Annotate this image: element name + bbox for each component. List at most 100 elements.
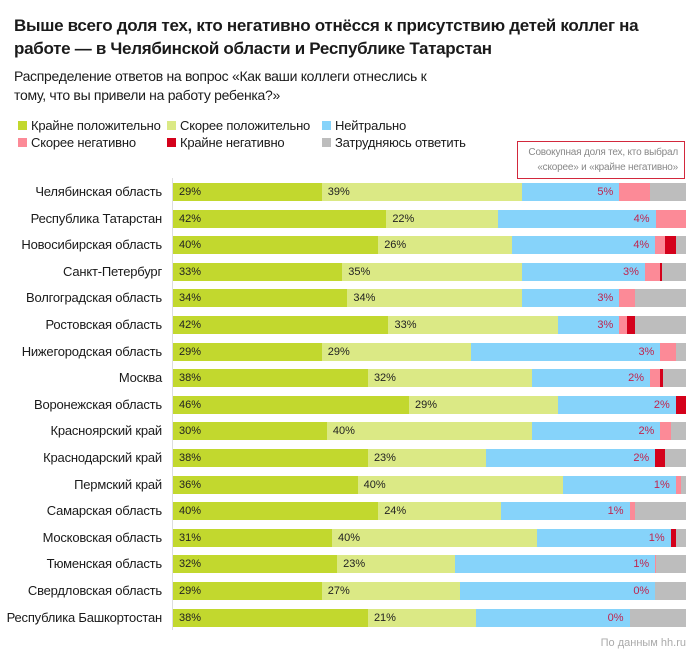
bar-segment-very-positive: [173, 289, 348, 308]
category-label: Воронежская область: [33, 396, 162, 412]
rather-positive-value-label: 22%: [392, 212, 415, 225]
bar-segment-rather-negative: [650, 369, 661, 388]
bar-segment-very-positive: [173, 316, 389, 334]
bar-segment-rather-positive: [332, 528, 538, 547]
bar-segment-hard-to-say: [634, 316, 686, 334]
very-positive-value-label: 29%: [179, 345, 202, 358]
bar-segment-very-negative: [675, 395, 686, 414]
bar-segment-hard-to-say: [675, 528, 686, 547]
bar-segment-neutral: [501, 502, 630, 521]
very-positive-value-label: 46%: [179, 398, 202, 411]
rather-positive-value-label: 39%: [327, 186, 350, 198]
category-label: Свердловская область: [27, 583, 162, 598]
legend-item-hard-to-say: Затрудняюсь ответить: [322, 135, 466, 150]
bar-segment-very-negative: [665, 236, 676, 255]
negative-total-label: 3%: [597, 319, 614, 331]
bar-segment-hard-to-say: [655, 582, 686, 600]
bar-segment-hard-to-say: [680, 475, 686, 494]
rather-positive-value-label: 23%: [373, 452, 396, 464]
bar-segment-rather-negative: [619, 316, 627, 334]
bar-segment-very-positive: [173, 608, 368, 627]
negative-total-label: 0%: [607, 611, 624, 624]
category-label: Челябинская область: [35, 184, 162, 199]
very-positive-value-label: 40%: [179, 239, 202, 252]
rather-positive-value-label: 23%: [343, 558, 366, 571]
bar-segment-rather-positive: [408, 395, 558, 414]
bar-segment-hard-to-say: [675, 236, 686, 255]
rather-positive-value-label: 34%: [353, 292, 376, 305]
bar-segment-neutral: [521, 289, 620, 308]
bar-segment-very-positive: [173, 209, 387, 228]
negative-total-label: 1%: [607, 505, 624, 518]
bar-segment-hard-to-say: [629, 608, 686, 627]
very-positive-value-label: 34%: [179, 292, 202, 305]
bar-segment-very-positive: [173, 236, 379, 255]
bar-segment-very-positive: [173, 582, 322, 600]
bar-segment-rather-negative: [660, 422, 671, 441]
legend-item-very-negative: Крайне негативно: [167, 135, 285, 150]
bar-segment-rather-positive: [357, 475, 563, 494]
bar-segment-very-positive: [173, 502, 379, 521]
negative-total-label: 2%: [653, 398, 670, 411]
bar-segment-rather-positive: [367, 369, 533, 388]
bar-segment-neutral: [460, 582, 656, 600]
bar-segment-hard-to-say: [634, 502, 686, 521]
very-positive-value-label: 38%: [179, 611, 202, 624]
bar-segment-rather-negative: [619, 183, 651, 201]
bar-segment-very-positive: [173, 262, 343, 281]
bar-segment-very-positive: [173, 183, 322, 201]
category-label: Новосибирская область: [21, 237, 162, 253]
rather-positive-value-label: 27%: [327, 585, 350, 597]
bar-segment-neutral: [455, 555, 656, 574]
chart-subtitle: Распределение ответов на вопрос «Как ваш…: [14, 68, 427, 103]
very-positive-value-label: 29%: [179, 186, 202, 198]
very-positive-value-label: 42%: [179, 319, 202, 331]
category-label: Самарская область: [46, 503, 162, 519]
rather-positive-value-label: 32%: [373, 372, 396, 385]
bar-segment-very-negative: [660, 369, 663, 388]
bar-segment-very-negative: [655, 449, 666, 467]
negative-total-label: 3%: [623, 265, 639, 278]
bar-segment-hard-to-say: [662, 369, 686, 388]
legend-item-rather-negative: Скорее негативно: [18, 135, 136, 150]
bar-segment-neutral: [511, 236, 656, 255]
bar-segment-hard-to-say: [670, 422, 686, 441]
bar-segment-rather-positive: [347, 289, 522, 308]
bar-segment-rather-positive: [367, 449, 486, 467]
bar-segment-very-positive: [173, 528, 333, 547]
bar-segment-neutral: [557, 316, 620, 334]
category-label: Краснодарский край: [43, 450, 162, 465]
chart-title: Выше всего доля тех, кто негативно отнёс…: [14, 16, 639, 58]
axis-line: [172, 178, 173, 630]
bar-segment-hard-to-say: [634, 289, 686, 308]
bar-segment-neutral: [521, 183, 620, 201]
negative-share-note: Совокупная доля тех, кто выбрал «скорее»…: [517, 141, 685, 179]
bar-segment-rather-positive: [321, 183, 522, 201]
rather-positive-value-label: 40%: [332, 425, 355, 438]
negative-total-label: 3%: [597, 292, 614, 305]
rather-positive-value-label: 29%: [414, 398, 437, 411]
bar-segment-neutral: [498, 209, 656, 228]
bar-segment-rather-negative: [675, 475, 681, 494]
very-positive-value-label: 31%: [179, 531, 202, 544]
legend-label: Нейтрально: [335, 118, 407, 133]
negative-total-label: 0%: [633, 585, 650, 597]
bar-segment-neutral: [521, 262, 645, 281]
negative-total-label: 4%: [633, 212, 650, 225]
category-label: Республика Башкортостан: [6, 609, 163, 625]
legend-swatch: [18, 138, 27, 147]
category-label: Красноярский край: [50, 423, 162, 439]
negative-total-label: 5%: [597, 186, 614, 198]
very-positive-value-label: 40%: [179, 505, 202, 518]
negative-total-label: 1%: [648, 531, 665, 544]
bar-segment-rather-positive: [326, 422, 533, 441]
negative-total-label: 1%: [653, 478, 670, 491]
bar-segment-hard-to-say: [665, 449, 686, 467]
category-label: Пермский край: [74, 476, 162, 492]
negative-total-label: 2%: [638, 425, 655, 438]
negative-total-label: 2%: [628, 372, 645, 385]
bar-segment-neutral: [537, 528, 671, 547]
bar-segment-rather-positive: [388, 316, 558, 334]
legend-label: Крайне негативно: [180, 135, 285, 150]
bar-segment-very-negative: [670, 528, 676, 547]
